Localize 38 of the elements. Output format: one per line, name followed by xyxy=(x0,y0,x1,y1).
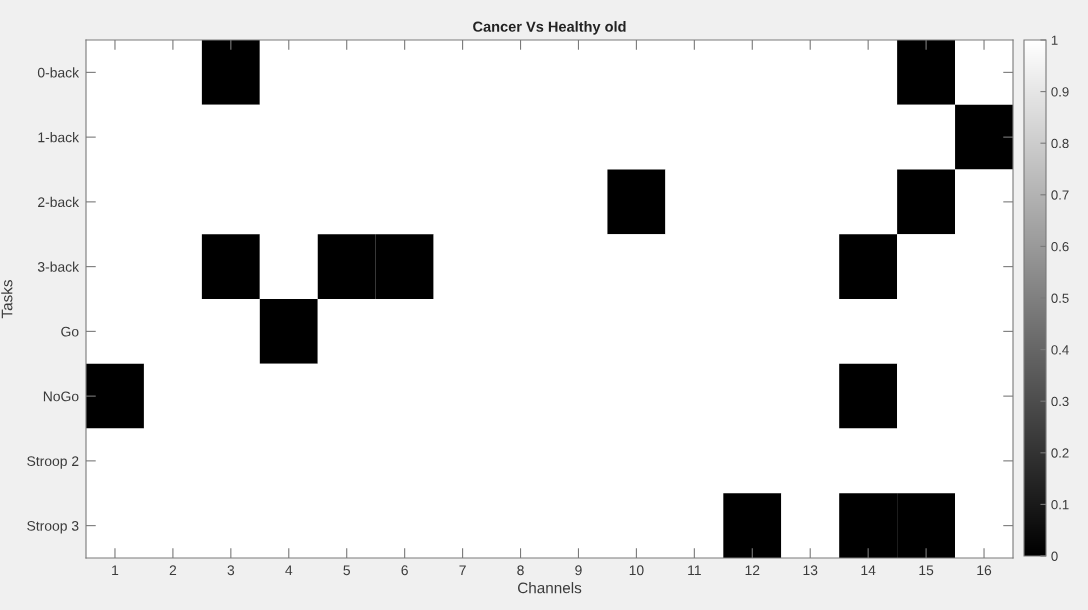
color-bar-label: 0.8 xyxy=(1051,138,1069,149)
color-bar-label: 0.6 xyxy=(1051,241,1069,252)
x-tick-label: 12 xyxy=(745,565,760,576)
color-bar-label: 0.3 xyxy=(1051,396,1069,407)
x-tick-label: 15 xyxy=(919,565,934,576)
color-bar-label: 0.9 xyxy=(1051,87,1069,97)
x-tick-label: 14 xyxy=(861,565,876,576)
x-tick-label: 6 xyxy=(401,565,408,576)
chart-title: Cancer Vs Healthy old xyxy=(473,21,626,35)
x-tick-label: 2 xyxy=(169,565,177,576)
color-bar-label: 0.4 xyxy=(1051,345,1069,355)
x-tick-label: 13 xyxy=(803,565,818,576)
y-tick-label: 1-back xyxy=(38,132,80,143)
x-tick-label: 7 xyxy=(459,565,466,576)
color-bar-label: 0.5 xyxy=(1051,293,1069,303)
color-bar-label: 0 xyxy=(1051,551,1058,561)
y-tick-label: Stroop 2 xyxy=(27,456,79,469)
x-tick-label: 4 xyxy=(285,565,293,576)
x-tick-label: 16 xyxy=(977,565,992,576)
x-tick-label: 10 xyxy=(629,565,644,576)
x-axis-title: Channels xyxy=(518,582,582,594)
color-bar-label: 1 xyxy=(1051,35,1058,45)
x-tick-label: 3 xyxy=(227,565,235,576)
x-tick-label: 1 xyxy=(112,565,119,576)
y-tick-label: 3-back xyxy=(37,261,80,272)
x-tick-label: 9 xyxy=(575,565,582,576)
color-bar-label: 0.7 xyxy=(1051,190,1069,200)
y-tick-label: 2-back xyxy=(38,196,80,208)
color-bar-label: 0.2 xyxy=(1051,448,1069,458)
color-bar-label: 0.1 xyxy=(1051,499,1069,510)
y-tick-label: 0-back xyxy=(37,67,80,78)
y-tick-label: NoGo xyxy=(43,391,79,402)
x-tick-label: 8 xyxy=(517,565,524,576)
y-tick-label: Stroop 3 xyxy=(27,520,79,534)
y-axis-title: Tasks xyxy=(1,280,13,319)
x-tick-label: 5 xyxy=(343,565,350,576)
y-tick-label: Go xyxy=(61,326,79,337)
x-tick-label: 11 xyxy=(688,565,701,576)
